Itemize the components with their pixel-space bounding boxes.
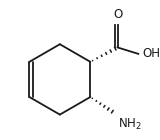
Text: O: O [114, 8, 123, 21]
Text: OH: OH [142, 46, 160, 60]
Text: NH$_2$: NH$_2$ [118, 116, 142, 132]
